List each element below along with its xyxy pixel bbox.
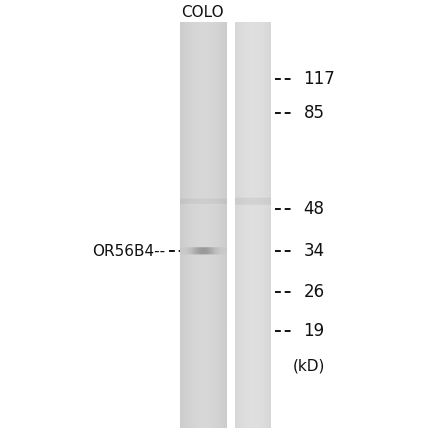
Text: COLO: COLO [181, 5, 224, 20]
Text: 48: 48 [304, 200, 325, 218]
Text: 117: 117 [304, 70, 335, 88]
Text: 85: 85 [304, 105, 325, 122]
Text: 26: 26 [304, 283, 325, 301]
Text: OR56B4--: OR56B4-- [92, 244, 165, 259]
Text: (kD): (kD) [293, 359, 325, 374]
Text: 19: 19 [304, 322, 325, 340]
Text: 34: 34 [304, 242, 325, 260]
